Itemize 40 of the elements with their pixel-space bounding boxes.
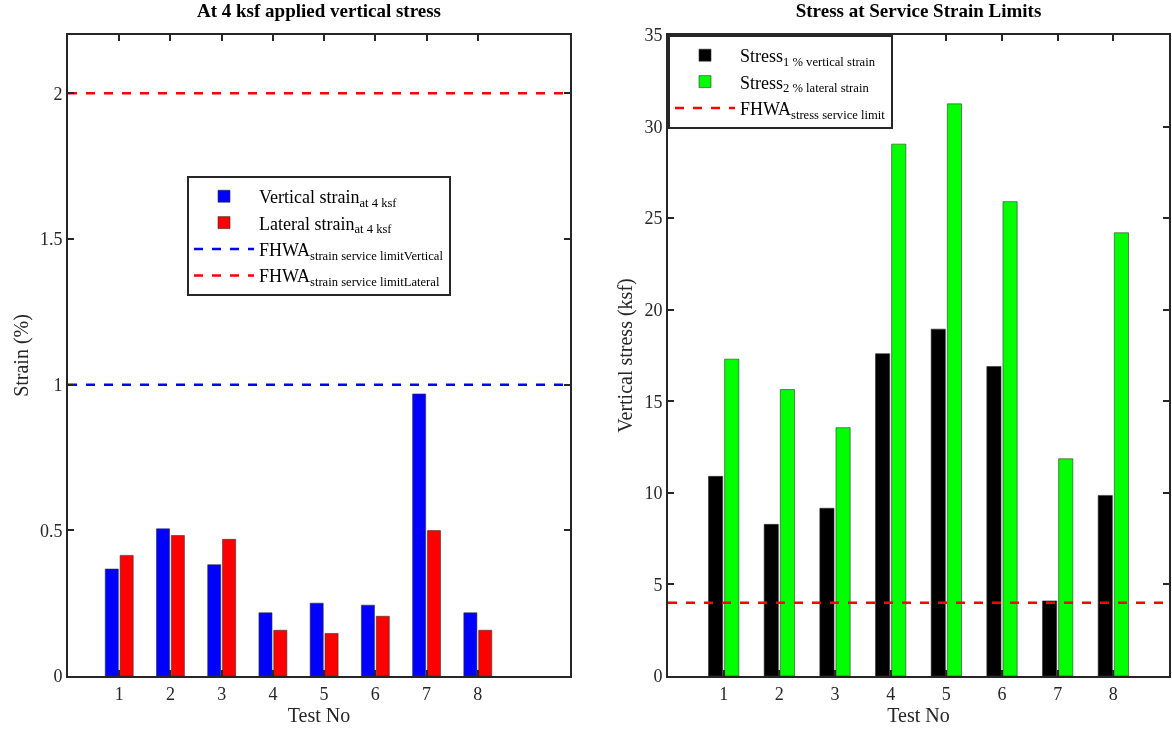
legend-label: Stress$_{2 % lateral strain}$ [740, 72, 870, 96]
y-tick-label: 10 [644, 483, 663, 504]
chart-title: Stress at Service Strain Limits [795, 0, 1042, 21]
legend-label: Vertical strain$_{at 4 ksf}$ [259, 187, 398, 211]
x-tick-label: 3 [217, 683, 227, 704]
x-axis-title: Test No [887, 703, 950, 726]
y-axis-title: Vertical stress (ksf) [614, 278, 638, 433]
y-tick-label: 0 [653, 666, 663, 687]
y-tick-label: 0.5 [39, 520, 63, 541]
x-tick-label: 7 [422, 683, 432, 704]
x-tick-label: 5 [319, 683, 329, 704]
x-tick-label: 4 [886, 683, 896, 704]
x-tick-label: 4 [268, 683, 278, 704]
legend-label: Lateral strain$_{at 4 ksf}$ [259, 213, 393, 237]
y-tick-label: 1 [53, 374, 63, 395]
x-tick-label: 6 [370, 683, 380, 704]
x-tick-label: 7 [1053, 683, 1063, 704]
x-tick-label: 2 [774, 683, 784, 704]
x-tick-label: 8 [473, 683, 483, 704]
y-tick-label: 5 [653, 574, 663, 595]
chart-title: At 4 ksf applied vertical stress [197, 0, 441, 21]
x-tick-label: 1 [719, 683, 729, 704]
y-tick-label: 2 [53, 83, 63, 104]
y-tick-label: 35 [644, 25, 663, 46]
y-tick-label: 15 [644, 391, 663, 412]
x-tick-label: 3 [830, 683, 840, 704]
y-axis-title: Strain (%) [9, 314, 33, 397]
y-tick-label: 25 [644, 208, 663, 229]
x-tick-label: 2 [165, 683, 175, 704]
y-tick-label: 30 [644, 116, 663, 137]
x-tick-label: 8 [1108, 683, 1118, 704]
y-tick-label: 1.5 [39, 229, 63, 250]
legend-label: FHWA$_{stress service limit}$ [740, 99, 886, 122]
x-axis-title: Test No [287, 703, 351, 726]
x-tick-label: 1 [114, 683, 124, 704]
y-tick-label: 20 [644, 300, 663, 321]
y-tick-label: 0 [53, 666, 63, 687]
x-tick-label: 6 [997, 683, 1007, 704]
legend-label: Stress$_{1 % vertical strain}$ [740, 46, 876, 69]
x-tick-label: 5 [941, 683, 951, 704]
